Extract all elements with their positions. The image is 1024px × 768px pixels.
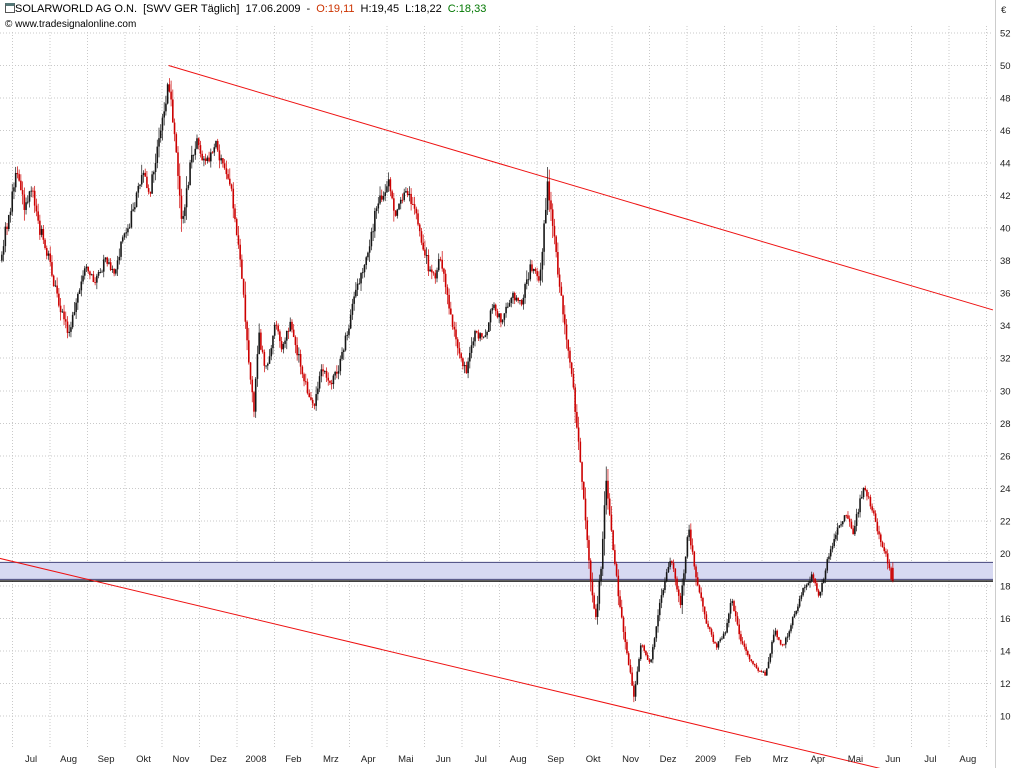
x-axis-label: Jul — [25, 754, 37, 765]
x-axis-label: Mrz — [773, 754, 789, 765]
x-axis-label: Dez — [660, 754, 677, 765]
high-quote: H:19,45 — [361, 3, 400, 15]
y-axis-label: 46 — [1000, 126, 1011, 137]
x-axis-label: Nov — [622, 754, 639, 765]
support-band — [0, 561, 993, 582]
close-label: C: — [447, 3, 459, 15]
x-axis-label: Aug — [510, 754, 527, 765]
y-axis-label: 20 — [1000, 549, 1011, 560]
x-axis-label: 2009 — [695, 754, 716, 765]
trendlines — [0, 65, 994, 768]
x-axis-label: Aug — [959, 754, 976, 765]
y-axis-label: 32 — [1000, 354, 1011, 365]
y-axis-label: 38 — [1000, 256, 1011, 267]
x-axis-label: Sep — [98, 754, 115, 765]
gridlines — [0, 26, 993, 748]
y-axis-label: 12 — [1000, 679, 1011, 690]
x-axis-label: Sep — [547, 754, 564, 765]
y-axis-label: 44 — [1000, 159, 1011, 170]
y-axis-label: 52 — [1000, 29, 1011, 40]
y-axis-label: 28 — [1000, 419, 1011, 430]
low-value: 18,22 — [414, 3, 442, 15]
high-label: H: — [360, 3, 372, 15]
x-axis-label: Jun — [436, 754, 451, 765]
y-axis-label: 24 — [1000, 484, 1011, 495]
instrument-meta: [SWV GER Täglich] — [143, 3, 240, 15]
y-axis-label: 22 — [1000, 516, 1011, 527]
close-quote: C:18,33 — [448, 3, 487, 15]
x-axis-label: Dez — [210, 754, 227, 765]
lower-trendline — [0, 557, 881, 768]
quote-date: 17.06.2009 — [245, 3, 301, 15]
y-axis-label: 34 — [1000, 321, 1011, 332]
y-axis-label: 16 — [1000, 614, 1011, 625]
y-axis-labels: €52 50 48 46 44 42 40 38 36 34 32 30 28 26 24 22 20 18 16 1… — [1000, 5, 1011, 723]
x-axis-label: Apr — [811, 754, 826, 765]
chart-header: SOLARWORLD AG O.N. [SWV GER Täglich] 17.06… — [5, 3, 497, 16]
close-value: 18,33 — [458, 3, 487, 15]
y-axis-label: 48 — [1000, 94, 1011, 105]
open-quote: O:19,11 — [316, 3, 354, 15]
window-icon — [5, 3, 15, 13]
y-axis-label: 30 — [1000, 386, 1011, 397]
y-axis-label: 50 — [1000, 61, 1011, 72]
x-axis-label: Mrz — [323, 754, 339, 765]
currency-label: € — [1001, 5, 1007, 16]
y-axis-label: 42 — [1000, 191, 1011, 202]
x-axis-label: 2008 — [245, 754, 266, 765]
x-axis-labels: Jul Aug Sep Okt Nov Dez 2008 Feb Mrz Apr Mai Jun Jul… — [25, 754, 976, 765]
x-axis-label: Okt — [136, 754, 151, 765]
instrument-title: SOLARWORLD AG O.N. — [15, 3, 138, 15]
x-axis-label: Jun — [885, 754, 900, 765]
y-axis-label: 36 — [1000, 289, 1011, 300]
y-axis-label: 18 — [1000, 581, 1011, 592]
x-axis-label: Nov — [173, 754, 190, 765]
y-axis-label: 14 — [1000, 646, 1011, 657]
header-separator: - — [306, 3, 311, 15]
x-axis-label: Apr — [361, 754, 376, 765]
low-label: L: — [405, 3, 415, 15]
x-axis-label: Feb — [285, 754, 301, 765]
x-axis-label: Mai — [398, 754, 413, 765]
x-axis-label: Mai — [848, 754, 863, 765]
low-quote: L:18,22 — [405, 3, 442, 15]
x-axis-label: Aug — [60, 754, 77, 765]
open-value: 19,11 — [327, 3, 355, 15]
candlesticks — [1, 78, 894, 703]
open-label: O: — [316, 3, 328, 15]
copyright: © www.tradesignalonline.com — [5, 19, 141, 31]
x-axis-label: Feb — [735, 754, 751, 765]
high-value: 19,45 — [371, 3, 400, 15]
y-axis-label: 26 — [1000, 451, 1011, 462]
y-axis-label: 10 — [1000, 712, 1011, 723]
y-axis-label: 40 — [1000, 224, 1011, 235]
x-axis-label: Jul — [924, 754, 936, 765]
x-axis-label: Okt — [586, 754, 601, 765]
upper-trendline — [168, 65, 994, 311]
x-axis-label: Jul — [475, 754, 487, 765]
